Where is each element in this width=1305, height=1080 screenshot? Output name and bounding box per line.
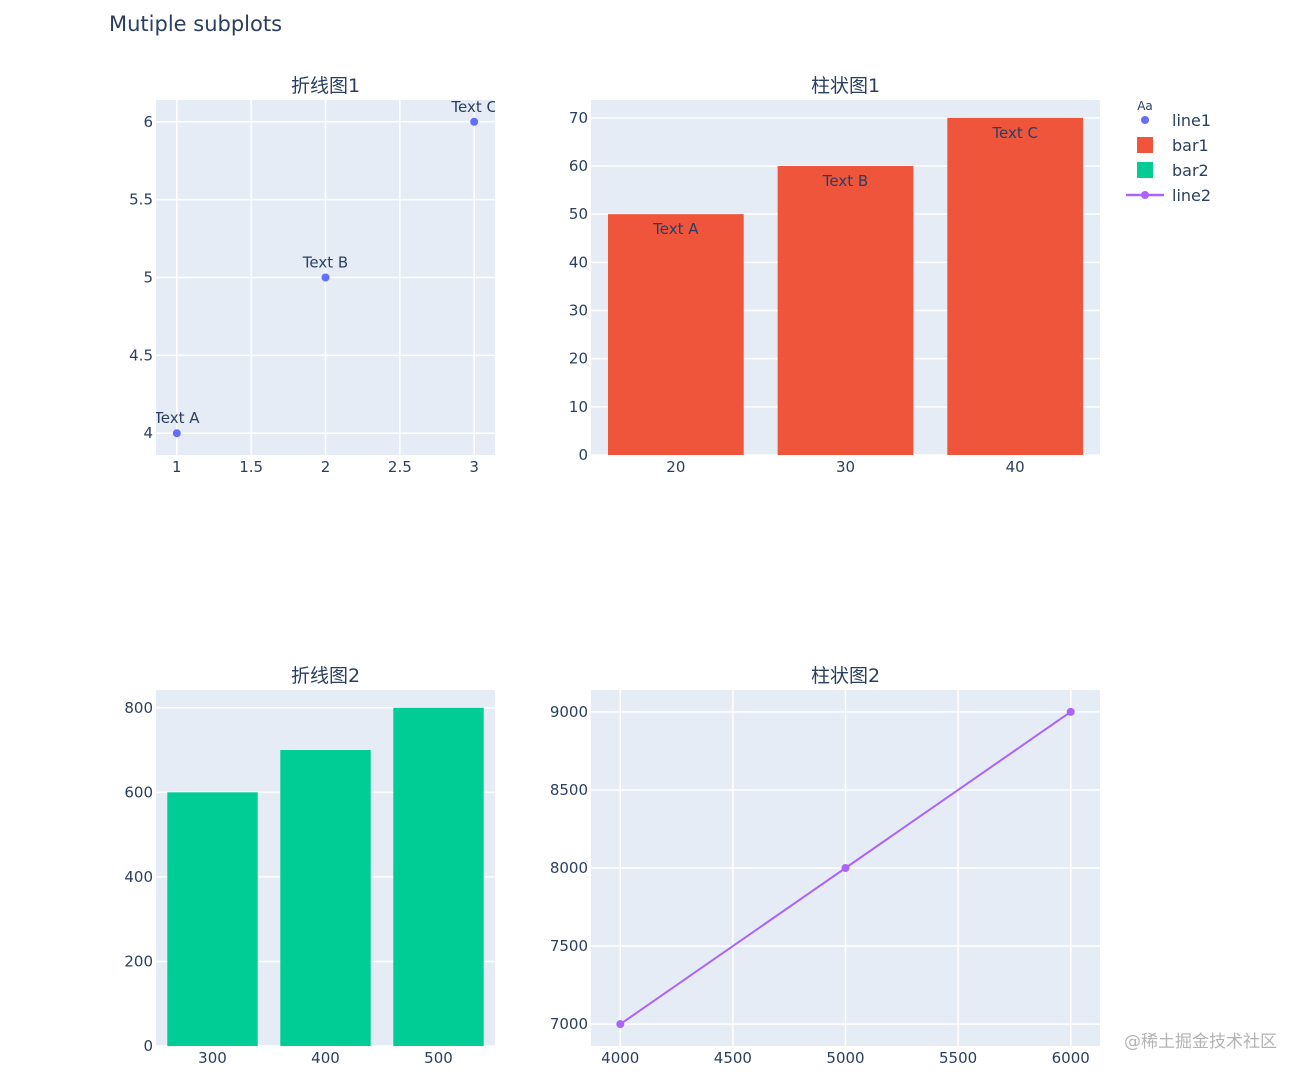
point-data-label: Text A: [153, 409, 200, 427]
y-tick-label: 7000: [550, 1015, 588, 1033]
x-tick-label: 5000: [826, 1049, 864, 1067]
y-tick-label: 200: [124, 952, 153, 970]
series-line1: Text A Text B Text C: [153, 98, 497, 438]
bar-data-label: Text B: [822, 172, 868, 190]
y-tick-label: 5: [143, 269, 153, 287]
subplot-line-chart-2: 柱状图2 7000 7500 8000 8500 9000 4000 4500 5000 5500…: [550, 665, 1100, 1067]
y-tick-label: 0: [578, 446, 588, 464]
y-tick-label: 40: [569, 253, 588, 271]
subplot-title: 折线图1: [291, 75, 360, 97]
subplot-line-chart-1: 折线图1 4 4.5 5 5.5 6 1 1.5 2 2.5 3 Text A Text B Text C: [129, 75, 497, 476]
legend-marker: [1141, 116, 1149, 124]
bar-bar2-2[interactable]: [393, 707, 484, 1046]
y-tick-label: 70: [569, 109, 588, 127]
legend-item-bar1[interactable]: bar1: [1137, 136, 1209, 155]
x-tick-label: 3: [469, 458, 479, 476]
x-tick-label: 1: [172, 458, 182, 476]
point-line1-0[interactable]: [172, 429, 181, 438]
bar-data-label: Text C: [991, 124, 1038, 142]
y-tick-label: 60: [569, 157, 588, 175]
subplot-bar-chart-1: 柱状图1 0 10 20 30 40 50 60 70 20 30 40 Text A Text B Tex…: [569, 75, 1100, 476]
y-tick-label: 0: [143, 1037, 153, 1055]
series-line2: [616, 707, 1075, 1029]
x-tick-label: 2.5: [388, 458, 412, 476]
y-tick-label: 4: [143, 424, 153, 442]
x-tick-label: 500: [424, 1049, 453, 1067]
bar-bar1-2[interactable]: [947, 117, 1084, 455]
point-line1-2[interactable]: [470, 117, 479, 126]
x-tick-label: 400: [311, 1049, 340, 1067]
legend-marker: [1141, 191, 1149, 199]
subplot-title: 柱状图1: [811, 75, 880, 97]
x-tick-label: 2: [321, 458, 331, 476]
x-tick-label: 4500: [714, 1049, 752, 1067]
x-tick-label: 300: [198, 1049, 227, 1067]
legend-item-line2[interactable]: line2: [1126, 186, 1211, 205]
subplot-title: 折线图2: [291, 665, 360, 687]
y-tick-label: 50: [569, 205, 588, 223]
legend-label: bar1: [1172, 136, 1209, 155]
y-tick-label: 20: [569, 350, 588, 368]
y-tick-label: 5.5: [129, 191, 153, 209]
legend-item-line1[interactable]: line1: [1141, 111, 1211, 130]
y-tick-label: 800: [124, 699, 153, 717]
x-tick-label: 6000: [1052, 1049, 1090, 1067]
point-data-label: Text B: [302, 254, 348, 272]
y-tick-label: 400: [124, 868, 153, 886]
x-tick-label: 40: [1006, 458, 1025, 476]
x-tick-label: 5500: [939, 1049, 977, 1067]
point-data-label: Text C: [450, 98, 497, 116]
legend-label: line1: [1172, 111, 1211, 130]
y-tick-label: 10: [569, 398, 588, 416]
y-tick-label: 8500: [550, 781, 588, 799]
legend-title: Aa: [1137, 99, 1153, 113]
point-line2-2[interactable]: [1066, 707, 1075, 716]
x-tick-label: 30: [836, 458, 855, 476]
subplot-bar-chart-2: 折线图2 0 200 400 600 800 300 400 500: [124, 665, 495, 1067]
bar-bar2-0[interactable]: [167, 792, 258, 1046]
x-tick-label: 20: [666, 458, 685, 476]
subplot-title: 柱状图2: [811, 665, 880, 687]
legend-swatch: [1137, 162, 1153, 178]
point-line1-1[interactable]: [321, 273, 330, 282]
y-tick-label: 8000: [550, 859, 588, 877]
point-line2-1[interactable]: [841, 864, 850, 872]
y-tick-label: 30: [569, 301, 588, 319]
watermark-text: @稀土掘金技术社区: [1124, 1032, 1277, 1052]
y-tick-label: 4.5: [129, 346, 153, 364]
figure-title: Mutiple subplots: [109, 12, 283, 36]
y-tick-label: 9000: [550, 703, 588, 721]
bar-bar1-1[interactable]: [777, 165, 914, 455]
y-tick-label: 600: [124, 783, 153, 801]
x-tick-label: 1.5: [239, 458, 263, 476]
legend-swatch: [1137, 137, 1153, 153]
legend-label: line2: [1172, 186, 1211, 205]
x-tick-label: 4000: [601, 1049, 639, 1067]
legend[interactable]: Aa line1 bar1 bar2 line2: [1126, 99, 1211, 205]
legend-label: bar2: [1172, 161, 1209, 180]
point-line2-0[interactable]: [616, 1020, 625, 1029]
bar-bar1-0[interactable]: [607, 214, 744, 455]
bar-data-label: Text A: [652, 220, 699, 238]
legend-item-bar2[interactable]: bar2: [1137, 161, 1209, 180]
y-tick-label: 7500: [550, 937, 588, 955]
y-tick-label: 6: [143, 113, 153, 131]
bar-bar2-1[interactable]: [280, 750, 371, 1046]
